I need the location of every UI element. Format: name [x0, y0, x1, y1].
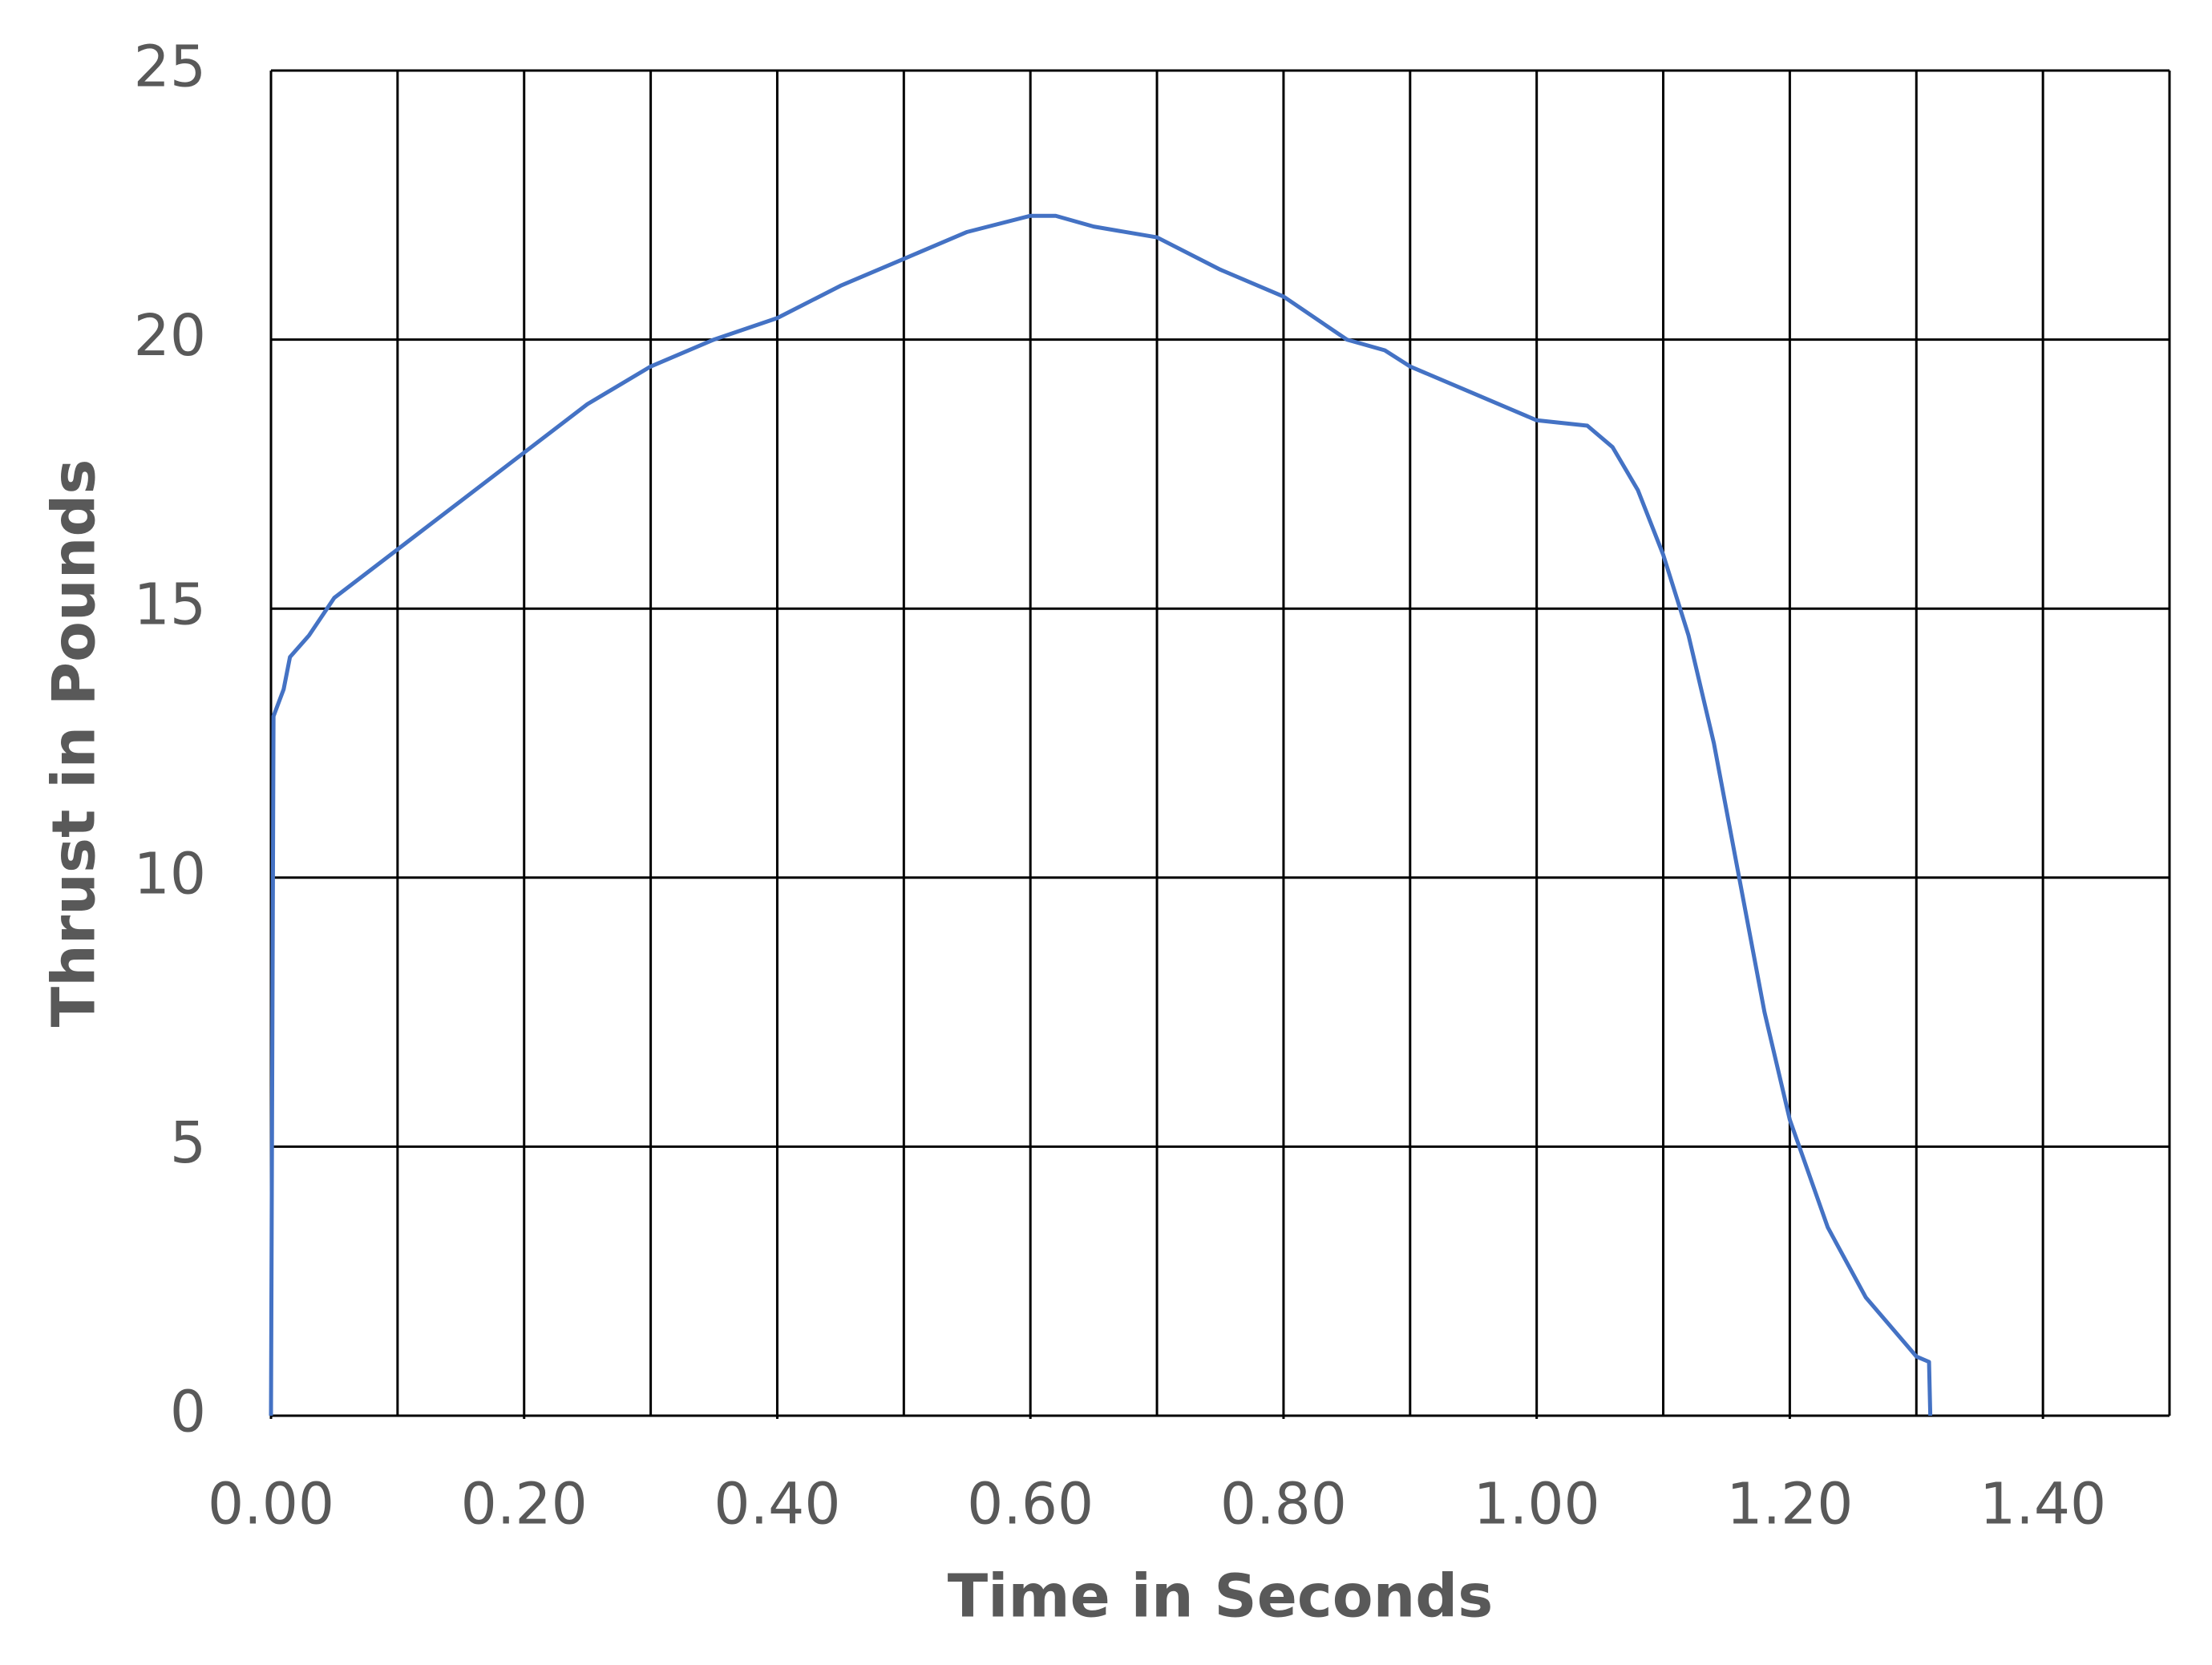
y-tick-label: 15	[134, 572, 206, 638]
x-tick-label: 1.00	[1474, 1471, 1600, 1538]
x-tick-label: 0.00	[208, 1471, 334, 1538]
y-tick-label: 10	[134, 840, 206, 907]
y-tick-label: 20	[134, 302, 206, 369]
x-tick-label: 0.80	[1220, 1471, 1347, 1538]
y-tick-label: 25	[134, 34, 206, 100]
y-tick-label: 0	[170, 1379, 206, 1445]
y-tick-label: 5	[170, 1109, 206, 1176]
x-tick-label: 1.40	[1979, 1471, 2106, 1538]
x-tick-label: 0.60	[967, 1471, 1094, 1538]
x-tick-label: 1.20	[1726, 1471, 1853, 1538]
x-tick-label: 0.20	[461, 1471, 588, 1538]
x-tick-label: 0.40	[714, 1471, 840, 1538]
x-axis-title: Time in Seconds	[948, 1562, 1494, 1631]
data-line	[269, 213, 1933, 1416]
y-axis-title: Thrust in Pounds	[40, 459, 109, 1028]
